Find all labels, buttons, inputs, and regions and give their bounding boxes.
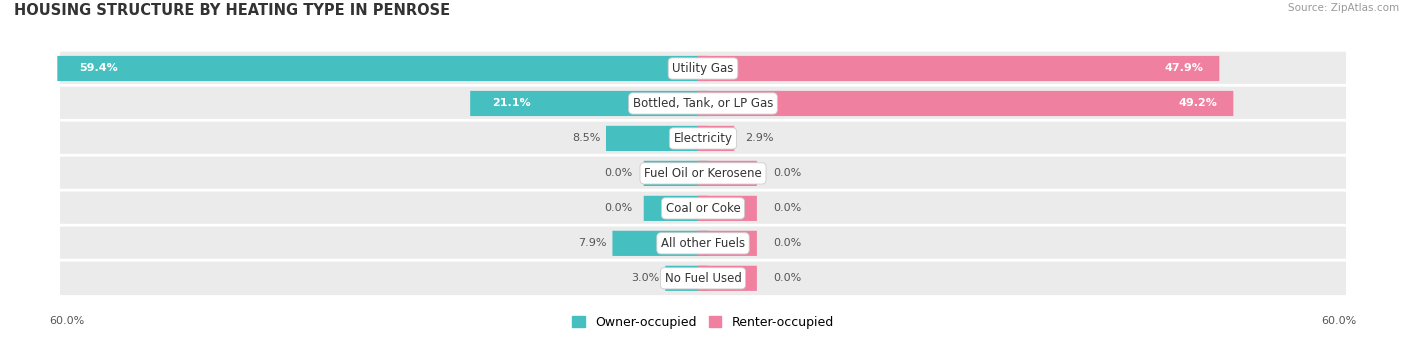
FancyBboxPatch shape (644, 196, 709, 221)
FancyBboxPatch shape (59, 225, 1347, 261)
FancyBboxPatch shape (613, 231, 709, 256)
FancyBboxPatch shape (59, 190, 1347, 226)
FancyBboxPatch shape (697, 231, 756, 256)
FancyBboxPatch shape (697, 56, 1219, 81)
FancyBboxPatch shape (697, 91, 1233, 116)
Text: 0.0%: 0.0% (773, 273, 801, 283)
Text: 60.0%: 60.0% (1322, 317, 1357, 326)
Text: Bottled, Tank, or LP Gas: Bottled, Tank, or LP Gas (633, 97, 773, 110)
Text: Coal or Coke: Coal or Coke (665, 202, 741, 215)
FancyBboxPatch shape (606, 126, 709, 151)
FancyBboxPatch shape (59, 50, 1347, 87)
Text: Fuel Oil or Kerosene: Fuel Oil or Kerosene (644, 167, 762, 180)
Text: 21.1%: 21.1% (492, 99, 530, 108)
Text: 7.9%: 7.9% (578, 238, 607, 248)
Text: 2.9%: 2.9% (745, 133, 773, 143)
Text: 49.2%: 49.2% (1178, 99, 1218, 108)
Text: 0.0%: 0.0% (773, 238, 801, 248)
Text: Source: ZipAtlas.com: Source: ZipAtlas.com (1288, 3, 1399, 13)
FancyBboxPatch shape (697, 161, 756, 186)
Text: 60.0%: 60.0% (49, 317, 84, 326)
Text: Electricity: Electricity (673, 132, 733, 145)
FancyBboxPatch shape (59, 120, 1347, 157)
Text: 3.0%: 3.0% (631, 273, 659, 283)
FancyBboxPatch shape (59, 85, 1347, 122)
FancyBboxPatch shape (697, 126, 734, 151)
Text: 0.0%: 0.0% (773, 203, 801, 214)
FancyBboxPatch shape (59, 260, 1347, 296)
Text: 59.4%: 59.4% (79, 64, 118, 73)
FancyBboxPatch shape (697, 266, 756, 291)
Text: 47.9%: 47.9% (1164, 64, 1204, 73)
Legend: Owner-occupied, Renter-occupied: Owner-occupied, Renter-occupied (568, 311, 838, 334)
FancyBboxPatch shape (470, 91, 709, 116)
Text: 0.0%: 0.0% (605, 203, 633, 214)
Text: 8.5%: 8.5% (572, 133, 600, 143)
Text: All other Fuels: All other Fuels (661, 237, 745, 250)
FancyBboxPatch shape (665, 266, 709, 291)
Text: 0.0%: 0.0% (605, 168, 633, 179)
FancyBboxPatch shape (58, 56, 709, 81)
FancyBboxPatch shape (697, 196, 756, 221)
Text: 0.0%: 0.0% (773, 168, 801, 179)
FancyBboxPatch shape (644, 161, 709, 186)
FancyBboxPatch shape (59, 155, 1347, 191)
Text: Utility Gas: Utility Gas (672, 62, 734, 75)
Text: HOUSING STRUCTURE BY HEATING TYPE IN PENROSE: HOUSING STRUCTURE BY HEATING TYPE IN PEN… (14, 3, 450, 18)
Text: No Fuel Used: No Fuel Used (665, 272, 741, 285)
